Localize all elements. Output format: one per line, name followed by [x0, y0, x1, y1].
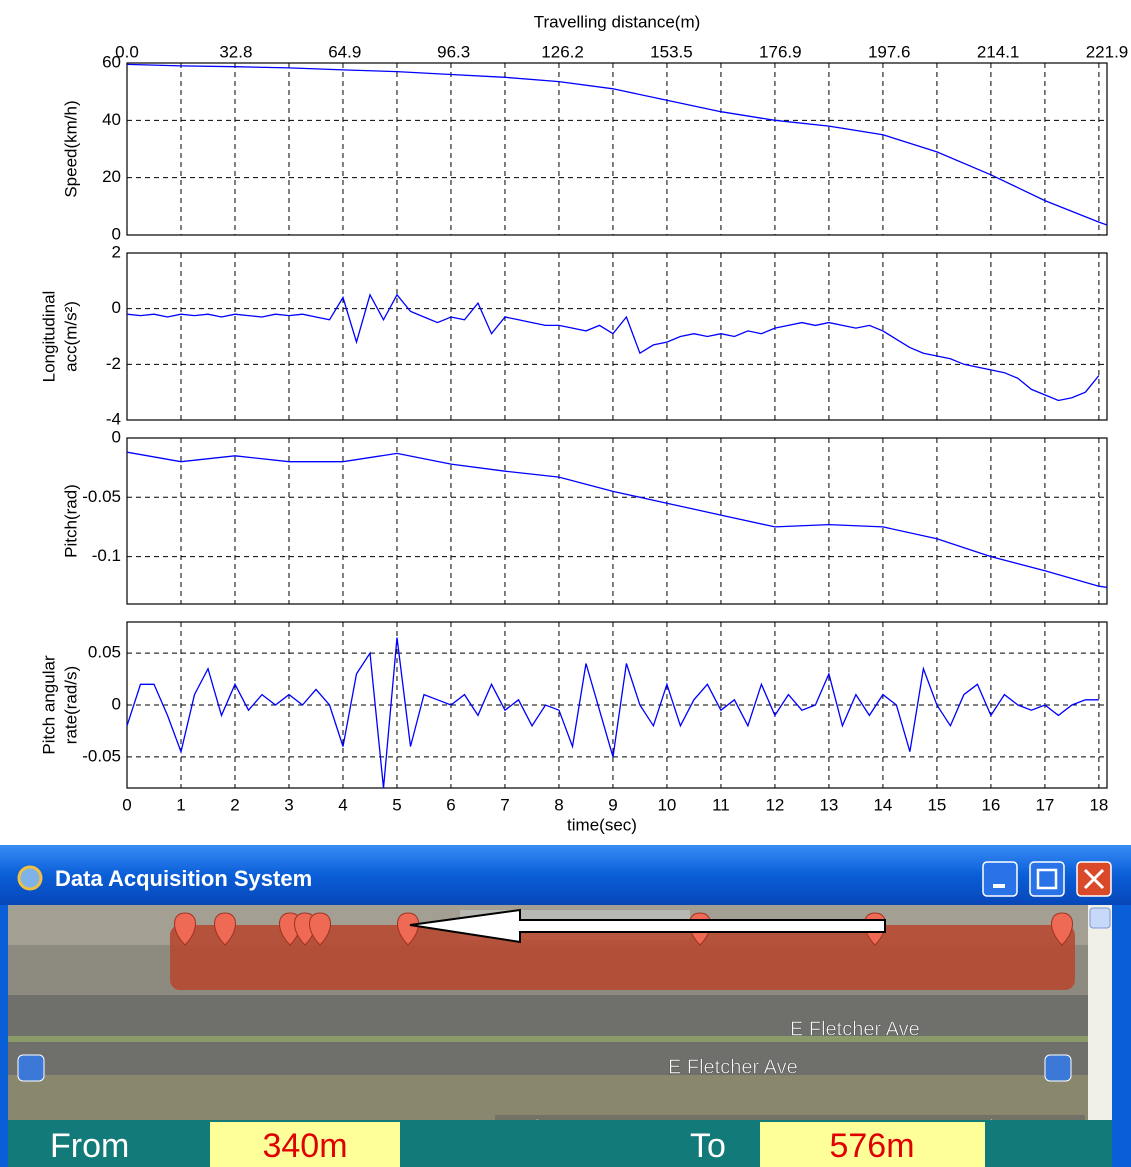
map-ground	[8, 1075, 1088, 1120]
x-tick-label: 0	[122, 795, 131, 814]
x2-tick-label: 96.3	[437, 42, 470, 61]
y-tick-label: 40	[102, 110, 121, 129]
x-tick-label: 17	[1035, 795, 1054, 814]
transit-icon	[18, 1055, 44, 1081]
x2-tick-label: 176.9	[759, 42, 802, 61]
x-tick-label: 10	[657, 795, 676, 814]
plot-frame	[127, 253, 1107, 420]
x-tick-label: 1	[176, 795, 185, 814]
y-tick-label: 0	[112, 694, 121, 713]
y-tick-label: -0.05	[82, 487, 121, 506]
y-tick-label: -0.05	[82, 746, 121, 765]
x-tick-label: 14	[873, 795, 892, 814]
plot-frame	[127, 63, 1107, 235]
road-label: E Fletcher Ave	[790, 1018, 920, 1040]
x-tick-label: 15	[927, 795, 946, 814]
x2-tick-label: 32.8	[219, 42, 252, 61]
y-axis-label: acc(m/s²)	[61, 301, 80, 372]
map[interactable]: E Fletcher Ave E Fletcher Ave Map data ©…	[8, 905, 1088, 1135]
x-tick-label: 11	[712, 795, 730, 814]
minimize-button[interactable]	[983, 862, 1017, 896]
app-window: Data Acquisition System	[0, 845, 1131, 1167]
y-tick-label: -2	[106, 354, 121, 373]
x-tick-label: 5	[392, 795, 401, 814]
y-tick-label: -0.1	[92, 546, 121, 565]
x-tick-label: 8	[554, 795, 563, 814]
app-icon	[19, 867, 41, 889]
x2-tick-label: 0.0	[115, 42, 139, 61]
y-axis-label: rate(rad/s)	[61, 666, 80, 744]
y-axis-label: Pitch angular	[39, 655, 58, 755]
y-tick-label: 0.05	[88, 643, 121, 662]
scrollbar[interactable]	[1088, 905, 1112, 1120]
chart-panel: -0.1 -0.05 0 Pitch(rad)	[61, 427, 1107, 604]
from-label: From	[50, 1127, 129, 1165]
x2-tick-label: 214.1	[977, 42, 1020, 61]
x-tick-label: 3	[284, 795, 293, 814]
x2-tick-label: 153.5	[650, 42, 693, 61]
x2-tick-label: 64.9	[328, 42, 361, 61]
x-tick-label: 2	[230, 795, 239, 814]
x2-axis-label: Travelling distance(m)	[534, 12, 701, 31]
minimize-icon	[993, 884, 1005, 888]
map-road	[8, 995, 1088, 1075]
x-tick-label: 9	[608, 795, 617, 814]
x-tick-label: 7	[500, 795, 509, 814]
from-value: 340m	[262, 1127, 347, 1165]
y-tick-label: 0	[112, 427, 121, 446]
y-axis-label: Pitch(rad)	[61, 484, 80, 558]
x2-tick-label: 126.2	[541, 42, 584, 61]
scroll-up-button[interactable]	[1090, 908, 1110, 928]
transit-icon	[1045, 1055, 1071, 1081]
y-tick-label: -4	[106, 409, 121, 428]
x-tick-label: 4	[338, 795, 347, 814]
x-tick-label: 6	[446, 795, 455, 814]
plot-frame	[127, 438, 1107, 604]
x-tick-label: 13	[819, 795, 838, 814]
map-median	[8, 1036, 1088, 1042]
y-tick-label: 0	[112, 298, 121, 317]
road-label: E Fletcher Ave	[668, 1056, 798, 1078]
y-tick-label: 0	[112, 224, 121, 243]
x-tick-label: 18	[1089, 795, 1108, 814]
to-label: To	[690, 1127, 726, 1165]
x2-tick-label: 197.6	[868, 42, 911, 61]
maximize-button[interactable]	[1030, 862, 1064, 896]
y-axis-label: Speed(km/h)	[61, 100, 80, 197]
y-tick-label: 2	[112, 242, 121, 261]
page: 02040600.032.864.996.3126.2153.5176.9197…	[0, 0, 1131, 1167]
y-axis-label: Longitudinal	[39, 291, 58, 383]
x-tick-label: 16	[981, 795, 1000, 814]
window-title: Data Acquisition System	[55, 866, 312, 891]
to-value: 576m	[829, 1127, 914, 1165]
x-axis-label: time(sec)	[567, 815, 637, 834]
x2-tick-label: 221.9	[1086, 42, 1129, 61]
y-tick-label: 20	[102, 167, 121, 186]
x-tick-label: 12	[765, 795, 784, 814]
